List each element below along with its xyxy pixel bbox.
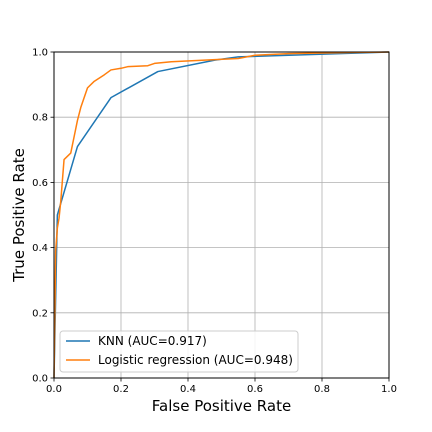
plot-lines	[53, 51, 390, 379]
legend: KNN (AUC=0.917) Logistic regression (AUC=…	[59, 330, 299, 373]
x-tick-label: 0.0	[46, 384, 62, 395]
x-tick-label: 0.8	[314, 384, 330, 395]
legend-label-0: KNN (AUC=0.917)	[98, 334, 207, 348]
x-tick-label: 0.6	[247, 384, 263, 395]
axis-ticks: 0.0 0.2 0.4 0.6 0.8 1.0 0.0 0.2 0.4 0.6 0.8 1.0	[32, 48, 397, 396]
y-tick-label: 0.0	[32, 374, 48, 385]
x-axis-label: False Positive Rate	[152, 397, 291, 415]
y-tick-label: 0.2	[32, 308, 48, 319]
y-tick-label: 0.4	[32, 243, 48, 254]
y-tick-label: 0.6	[32, 178, 48, 189]
legend-box	[59, 330, 299, 373]
series-line-1	[53, 51, 390, 379]
y-tick-label: 1.0	[32, 48, 48, 59]
grid	[53, 51, 390, 379]
x-tick-label: 1.0	[381, 384, 397, 395]
plot-frame	[53, 51, 390, 379]
x-tick-label: 0.4	[180, 384, 196, 395]
x-tick-label: 0.2	[113, 384, 129, 395]
legend-label-1: Logistic regression (AUC=0.948)	[98, 353, 293, 367]
y-tick-label: 0.8	[32, 113, 48, 124]
y-axis-label: True Positive Rate	[10, 148, 28, 283]
